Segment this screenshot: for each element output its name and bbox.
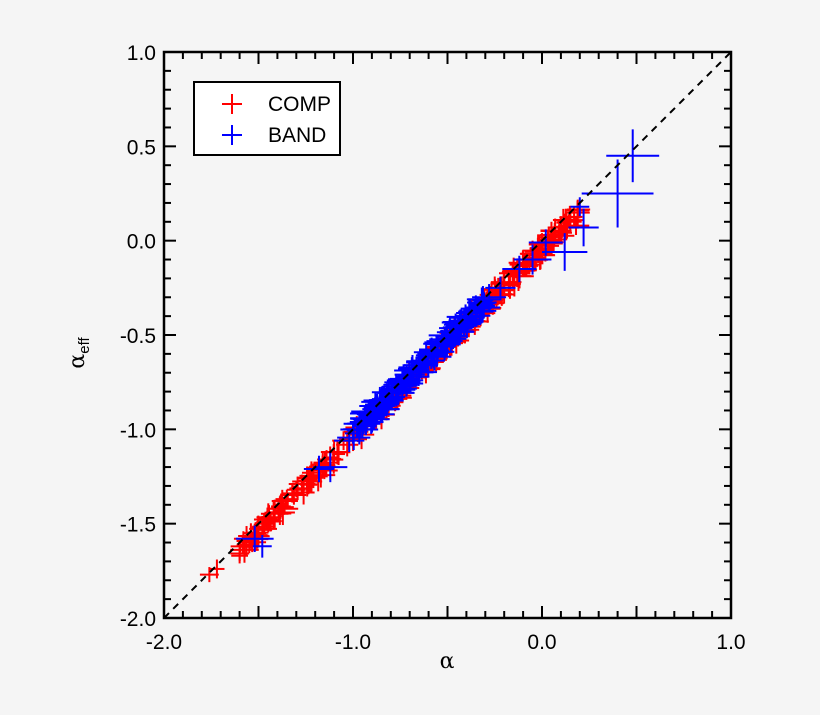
y-axis-tick-labels: -2.0 -1.5 -1.0 -0.5 0.0 0.5 1.0 bbox=[120, 42, 156, 631]
reference-line-y-equals-x bbox=[163, 51, 732, 619]
y-tick-label: -1.5 bbox=[120, 514, 156, 537]
x-tick-label: 1.0 bbox=[716, 631, 745, 654]
legend-box bbox=[193, 81, 341, 156]
legend-band-marker-icon bbox=[222, 125, 242, 145]
legend-comp-marker-icon bbox=[222, 94, 242, 114]
y-axis-label: αeff bbox=[65, 337, 93, 369]
x-tick-label: 0.0 bbox=[527, 631, 556, 654]
y-tick-label: 1.0 bbox=[127, 42, 156, 65]
data-points bbox=[199, 129, 660, 583]
x-tick-label: -2.0 bbox=[146, 631, 182, 654]
x-tick-label: -1.0 bbox=[335, 631, 371, 654]
x-axis-tick-labels: -2.0 -1.0 0.0 1.0 bbox=[146, 631, 746, 654]
svg-text:αeff: αeff bbox=[65, 337, 93, 369]
x-axis-label: α bbox=[440, 649, 455, 674]
legend-label-band: BAND bbox=[268, 124, 326, 147]
legend: COMP BAND bbox=[193, 81, 341, 156]
legend-label-comp: COMP bbox=[268, 93, 331, 116]
y-axis-label-subscript: eff bbox=[76, 337, 93, 354]
y-tick-label: -1.0 bbox=[120, 419, 156, 442]
series-band bbox=[235, 129, 660, 558]
y-tick-label: 0.0 bbox=[127, 231, 156, 254]
y-tick-label: -0.5 bbox=[120, 325, 156, 348]
y-tick-label: -2.0 bbox=[120, 608, 156, 631]
y-axis-label-main: α bbox=[65, 354, 90, 369]
axis-ticks bbox=[163, 51, 732, 619]
y-tick-label: 0.5 bbox=[127, 136, 156, 159]
